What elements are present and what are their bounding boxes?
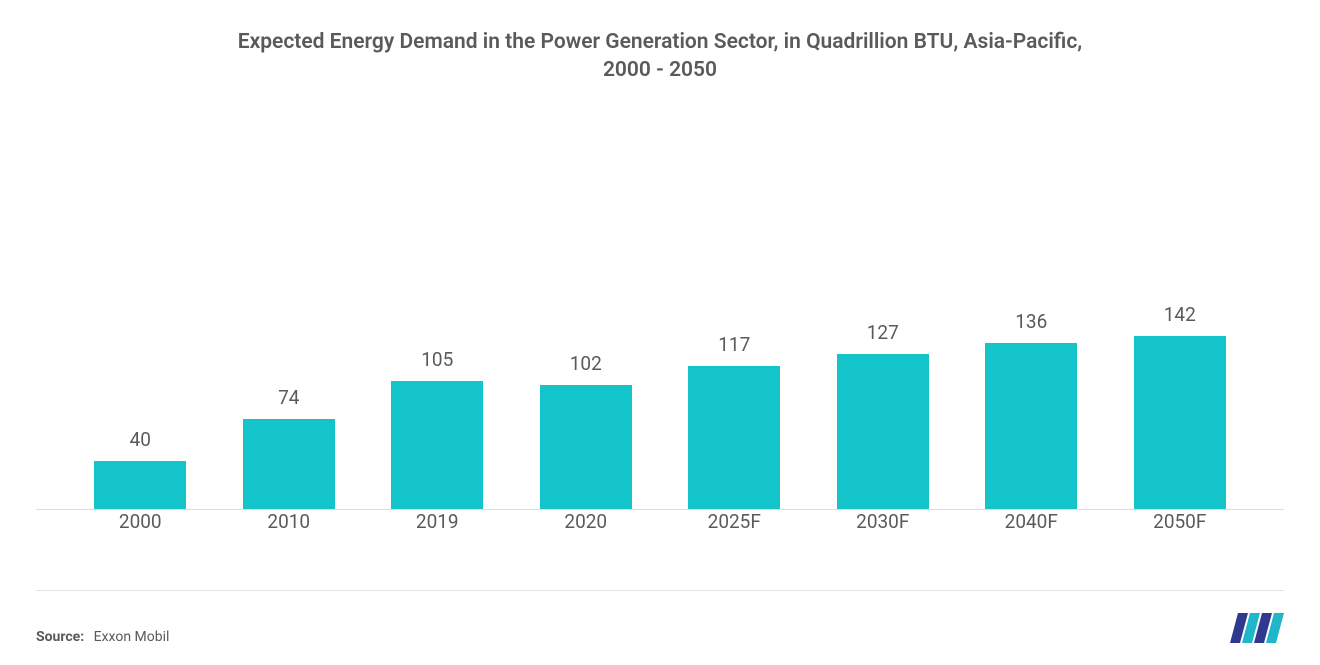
bar-value-label: 40 xyxy=(130,428,151,451)
bar-value-label: 142 xyxy=(1164,303,1196,326)
bar-slot: 40 xyxy=(66,105,215,510)
x-axis-label: 2040F xyxy=(957,510,1106,533)
x-axis-labels: 20002010201920202025F2030F2040F2050F xyxy=(36,498,1284,560)
x-axis-label: 2010 xyxy=(215,510,364,533)
bar-value-label: 105 xyxy=(421,348,453,371)
chart-container: Expected Energy Demand in the Power Gene… xyxy=(0,0,1320,665)
bar-slot: 117 xyxy=(660,105,809,510)
bar xyxy=(540,385,632,510)
bar-value-label: 117 xyxy=(718,333,750,356)
x-axis-label: 2030F xyxy=(809,510,958,533)
bar-value-label: 127 xyxy=(867,321,899,344)
bar xyxy=(985,343,1077,510)
bar-slot: 142 xyxy=(1106,105,1255,510)
bar-value-label: 74 xyxy=(278,386,299,409)
x-axis-label: 2025F xyxy=(660,510,809,533)
bar xyxy=(243,419,335,510)
plot-region: 40 74 105 102 117 127 136 142 xyxy=(36,105,1284,510)
footer-divider xyxy=(36,590,1284,591)
bar-slot: 74 xyxy=(215,105,364,510)
brand-logo-icon xyxy=(1228,611,1284,645)
title-line-2: 2000 - 2050 xyxy=(603,58,717,82)
bar-value-label: 136 xyxy=(1015,310,1047,333)
source-label: Source: xyxy=(36,629,84,645)
chart-area: 4074105102117127136142 20002010201920202… xyxy=(36,105,1284,560)
footer: Source: Exxon Mobil xyxy=(36,605,1284,645)
bars-group: 40 74 105 102 117 127 136 142 xyxy=(36,105,1284,510)
bar xyxy=(391,381,483,510)
bar-slot: 102 xyxy=(512,105,661,510)
bar-slot: 136 xyxy=(957,105,1106,510)
x-axis-label: 2050F xyxy=(1106,510,1255,533)
x-axis-label: 2000 xyxy=(66,510,215,533)
chart-title: Expected Energy Demand in the Power Gene… xyxy=(36,28,1284,85)
x-axis-label: 2020 xyxy=(512,510,661,533)
bar-value-label: 102 xyxy=(570,352,602,375)
title-line-1: Expected Energy Demand in the Power Gene… xyxy=(238,30,1082,54)
bar xyxy=(688,366,780,510)
source-citation: Source: Exxon Mobil xyxy=(36,629,169,645)
x-axis-label: 2019 xyxy=(363,510,512,533)
bar-slot: 105 xyxy=(363,105,512,510)
source-value: Exxon Mobil xyxy=(94,629,170,645)
bar xyxy=(1134,336,1226,510)
bar-slot: 127 xyxy=(809,105,958,510)
bar xyxy=(837,354,929,510)
